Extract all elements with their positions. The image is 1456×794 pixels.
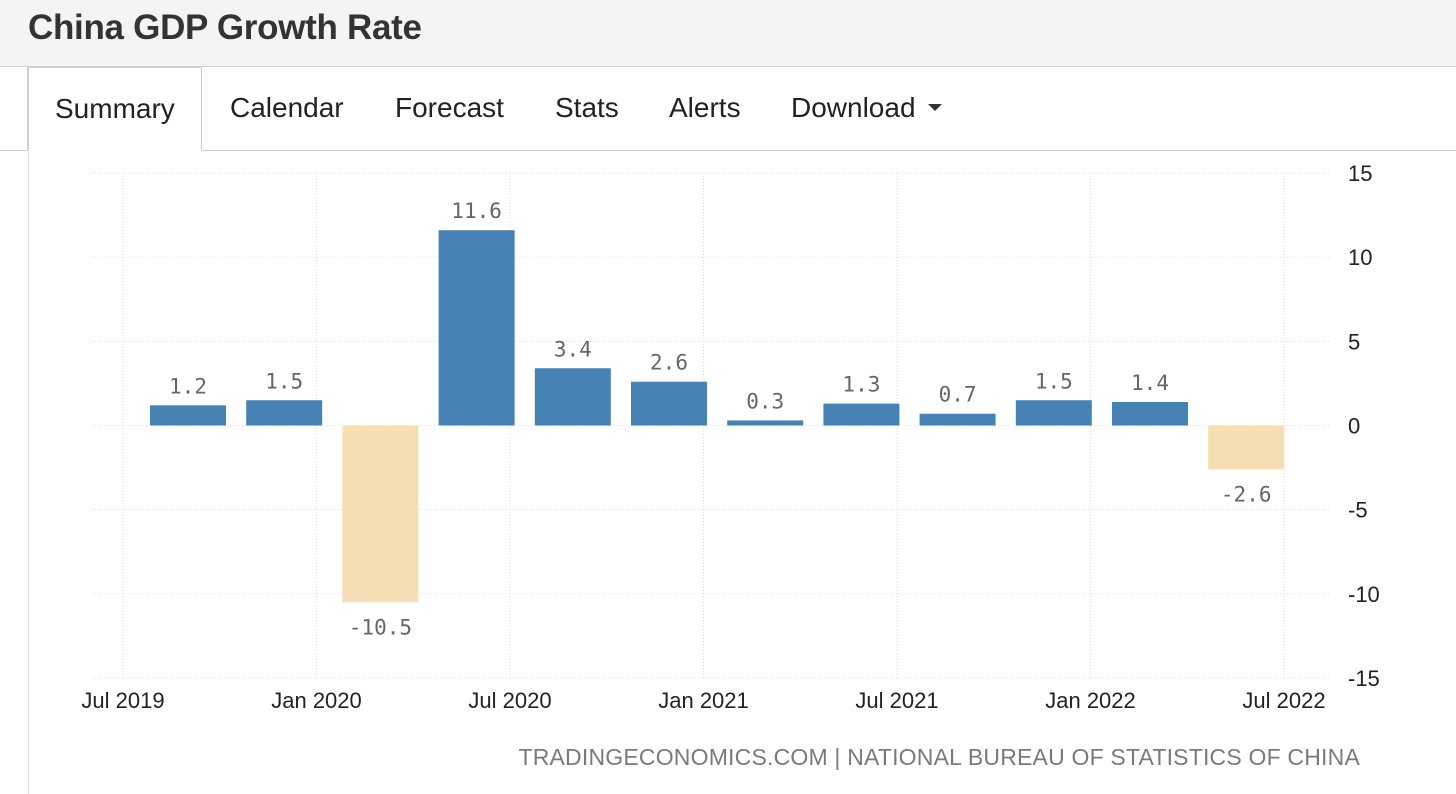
data-label: 1.5 [265, 369, 303, 393]
tab-calendar[interactable]: Calendar [230, 92, 344, 123]
data-label: 1.3 [842, 373, 880, 397]
data-label: 1.4 [1131, 371, 1169, 395]
tab-forecast[interactable]: Forecast [395, 92, 504, 123]
bar [342, 425, 419, 603]
data-label: -10.5 [349, 615, 412, 639]
x-tick-label: Jan 2021 [658, 688, 749, 713]
data-label: -2.6 [1221, 482, 1272, 506]
chart-y-axis: 15 10 5 0 -5 -10 -15 [1348, 161, 1380, 691]
bar [1208, 425, 1285, 470]
y-tick-label: -5 [1348, 498, 1368, 523]
chart-x-axis: Jul 2019 Jan 2020 Jul 2020 Jan 2021 Jul 2021… [81, 688, 1325, 713]
x-tick-label: Jul 2021 [855, 688, 938, 713]
x-tick-label: Jan 2020 [271, 688, 362, 713]
bar [438, 230, 515, 426]
x-tick-label: Jul 2020 [468, 688, 551, 713]
tab-stats[interactable]: Stats [555, 92, 619, 123]
bar [631, 381, 707, 426]
tab-alerts[interactable]: Alerts [669, 92, 741, 123]
data-label: 0.3 [746, 389, 784, 413]
y-tick-label: 10 [1348, 245, 1372, 270]
header-bar: China GDP Growth Rate [0, 0, 1456, 67]
chart-data-labels: 1.2 1.5 -10.5 11.6 3.4 2.6 0.3 1.3 0.7 1.5 1.4 -2.6 [169, 199, 1271, 639]
x-tick-label: Jul 2022 [1242, 688, 1325, 713]
bar [1112, 401, 1188, 426]
y-tick-label: 15 [1348, 161, 1372, 186]
x-tick-label: Jan 2022 [1045, 688, 1136, 713]
bar [1015, 400, 1092, 426]
bar [246, 400, 323, 426]
bar [534, 368, 611, 426]
data-label: 1.2 [169, 374, 207, 398]
tab-download-label: Download [791, 92, 916, 123]
x-tick-label: Jul 2019 [81, 688, 164, 713]
tab-summary[interactable]: Summary [28, 67, 202, 151]
bar [919, 413, 996, 426]
content-left-border [28, 150, 29, 794]
tab-download[interactable]: Download [765, 67, 968, 150]
tab-bar: Summary Calendar Forecast Stats Alerts D… [0, 67, 1456, 151]
data-label: 1.5 [1035, 369, 1073, 393]
y-tick-label: 0 [1348, 414, 1360, 439]
bar [727, 420, 804, 426]
y-tick-label: 5 [1348, 329, 1360, 354]
bar [823, 403, 900, 426]
caret-down-icon [927, 104, 942, 112]
tab-bar-left-edge [0, 67, 28, 150]
source-attribution: TRADINGECONOMICS.COM | NATIONAL BUREAU O… [518, 744, 1360, 770]
data-label: 2.6 [650, 351, 688, 375]
bar [150, 405, 226, 426]
data-label: 3.4 [554, 337, 592, 361]
gdp-bar-chart: 1.2 1.5 -10.5 11.6 3.4 2.6 0.3 1.3 0.7 1.5 1.4 -2.6… [81, 161, 1380, 713]
y-tick-label: -15 [1348, 666, 1380, 691]
page-title: China GDP Growth Rate [28, 8, 422, 47]
data-label: 0.7 [939, 383, 977, 407]
y-tick-label: -10 [1348, 582, 1380, 607]
chart-bars [150, 230, 1285, 603]
data-label: 11.6 [451, 199, 502, 223]
